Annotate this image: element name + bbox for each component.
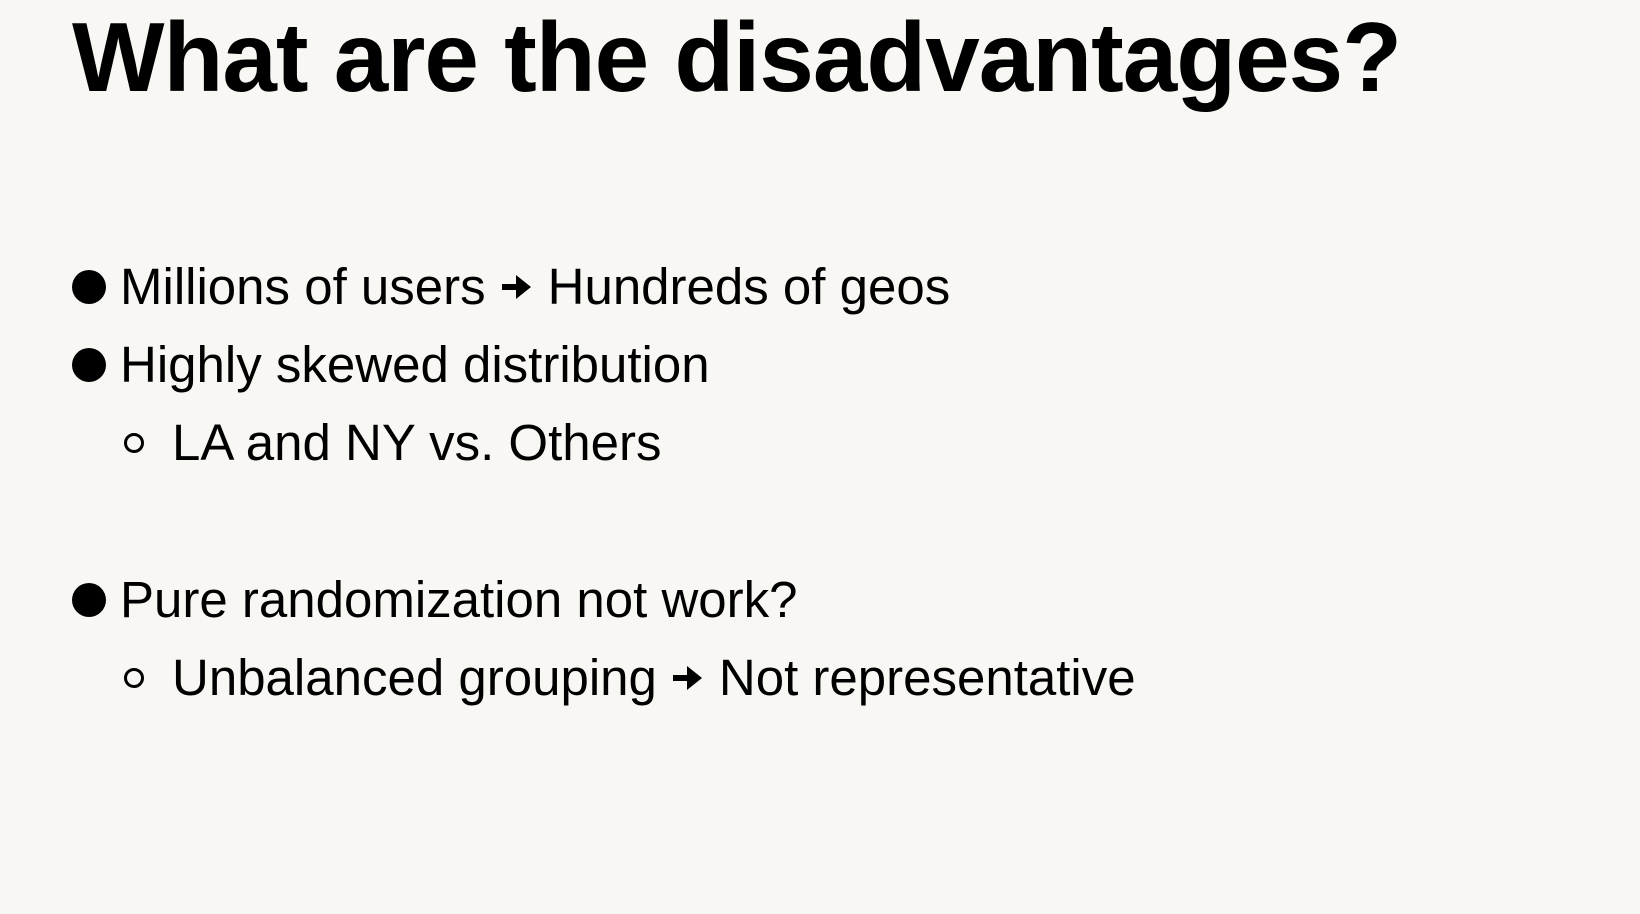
bullet-item-1-text-after: Hundreds of geos bbox=[547, 258, 951, 315]
slide-title: What are the disadvantages? bbox=[72, 2, 1402, 112]
right-arrow-icon bbox=[672, 665, 703, 691]
bullet-item-1-text-before: Millions of users bbox=[120, 258, 486, 315]
hollow-circle-bullet-icon bbox=[124, 433, 144, 453]
sub-bullet-item-2-1-text: LA and NY vs. Others bbox=[172, 414, 662, 471]
sub-bullet-item-3-1: Unbalanced grouping Not representative bbox=[124, 648, 1136, 708]
bullet-item-2-text: Highly skewed distribution bbox=[120, 336, 710, 393]
bullet-item-3: Pure randomization not work? bbox=[72, 570, 798, 630]
hollow-circle-bullet-icon bbox=[124, 668, 144, 688]
sub-bullet-item-3-1-text-before: Unbalanced grouping bbox=[172, 649, 657, 706]
sub-bullet-item-3-1-text-after: Not representative bbox=[718, 649, 1136, 706]
filled-circle-bullet-icon bbox=[72, 583, 106, 617]
filled-circle-bullet-icon bbox=[72, 270, 106, 304]
bullet-item-2: Highly skewed distribution bbox=[72, 335, 710, 395]
bullet-item-1: Millions of users Hundreds of geos bbox=[72, 257, 950, 317]
right-arrow-icon bbox=[501, 274, 532, 300]
filled-circle-bullet-icon bbox=[72, 348, 106, 382]
sub-bullet-item-2-1: LA and NY vs. Others bbox=[124, 413, 661, 473]
bullet-item-3-text: Pure randomization not work? bbox=[120, 571, 798, 628]
